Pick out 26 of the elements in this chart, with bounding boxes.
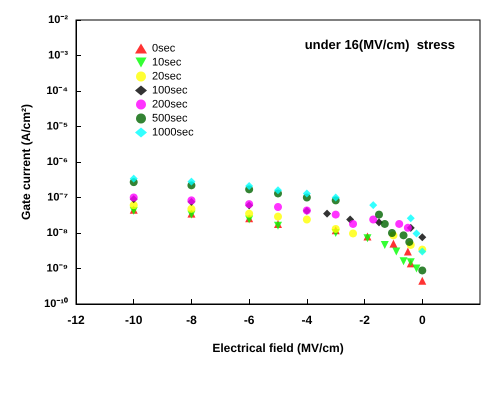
y-tick-label: 10⁻⁷ (47, 192, 68, 204)
x-tick-label: -12 (67, 313, 85, 327)
legend-label: 500sec (152, 112, 188, 124)
legend-label: 20sec (152, 70, 182, 82)
x-tick-label: -10 (125, 313, 143, 327)
x-tick-label: 0 (418, 313, 426, 327)
legend-label: 0sec (152, 42, 176, 54)
y-tick-label: 10⁻⁴ (46, 85, 68, 97)
y-tick-label: 10⁻⁹ (46, 262, 68, 274)
y-tick-label: 10⁻³ (48, 50, 68, 62)
x-axis-title: Electrical field (MV/cm) (212, 341, 344, 355)
legend-label: 10sec (152, 56, 182, 68)
y-tick-label: 10⁻⁵ (46, 120, 68, 132)
legend-label: 200sec (152, 98, 188, 110)
x-tick-label: -4 (302, 313, 313, 327)
y-tick-label: 10⁻⁸ (46, 227, 68, 239)
y-tick-label: 10⁻⁶ (46, 156, 68, 168)
annotation: under 16(MV/cm) stress (304, 37, 456, 52)
legend-label: 100sec (152, 84, 188, 96)
y-axis-title: Gate current (A/cm²) (19, 104, 33, 220)
legend-label: 1000sec (152, 126, 194, 138)
y-tick-label: 10⁻¹⁰ (44, 297, 68, 310)
x-tick-label: -8 (186, 313, 198, 327)
x-tick-label: -2 (359, 313, 370, 327)
y-tick-label: 10⁻² (48, 14, 68, 26)
x-tick-label: -6 (244, 313, 255, 327)
